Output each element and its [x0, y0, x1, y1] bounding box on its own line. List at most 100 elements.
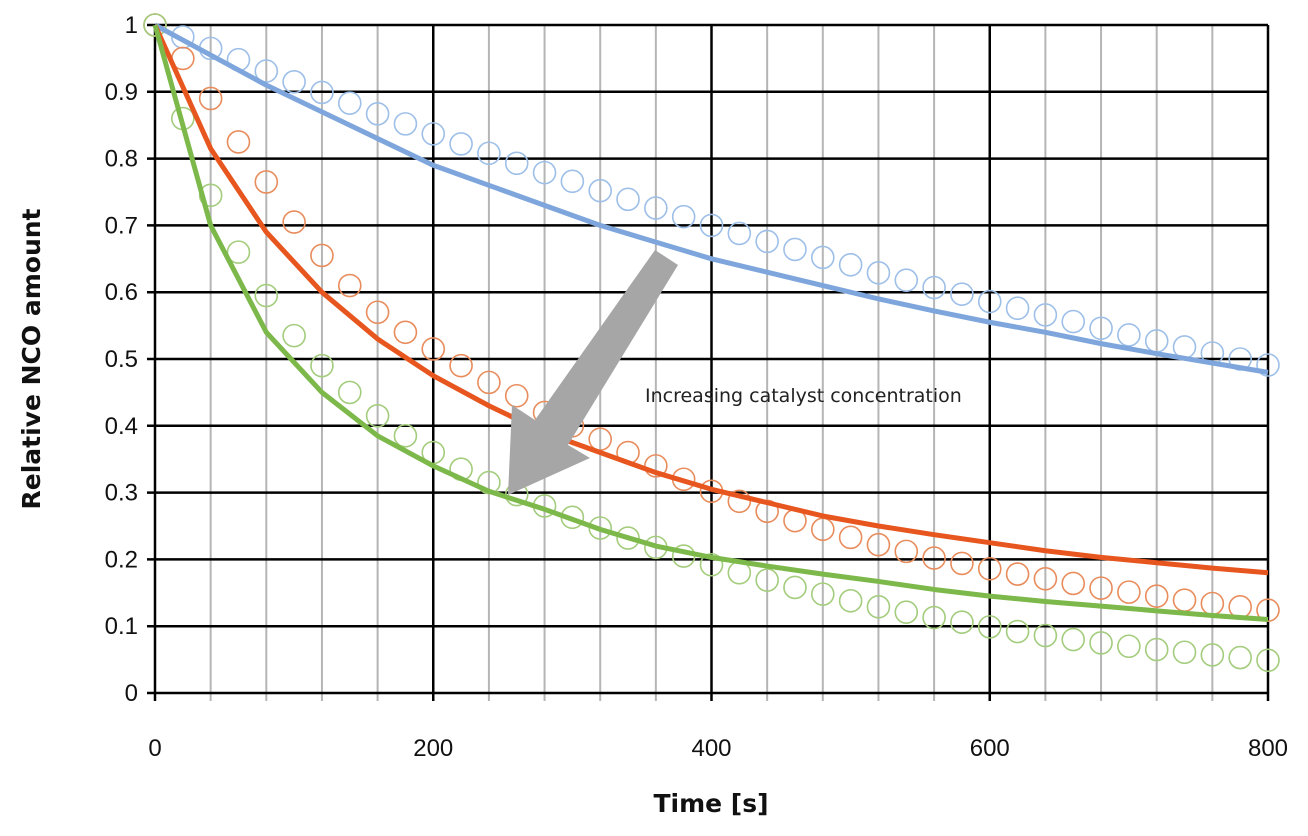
data-point: [810, 582, 835, 606]
data-point: [1256, 598, 1280, 622]
y-tick-label: 0.4: [105, 413, 138, 440]
data-point: [1228, 645, 1252, 670]
data-point: [699, 552, 724, 577]
data-point: [421, 337, 446, 361]
data-point: [894, 539, 919, 564]
data-point: [866, 261, 891, 285]
data-point: [1061, 627, 1086, 652]
data-point: [226, 240, 251, 264]
x-tick-label: 600: [970, 735, 1010, 762]
y-tick-label: 0: [125, 680, 138, 707]
data-point: [866, 595, 891, 619]
data-point: [337, 91, 362, 115]
x-tick-label: 0: [148, 735, 161, 762]
data-point: [644, 196, 668, 220]
data-point: [282, 69, 306, 94]
data-point: [894, 268, 919, 292]
x-axis-title: Time [s]: [653, 789, 768, 818]
data-point: [449, 353, 473, 378]
data-point: [282, 323, 306, 348]
data-point: [922, 275, 946, 300]
y-tick-label: 0.3: [105, 480, 138, 507]
data-point: [393, 112, 418, 136]
data-point: [365, 102, 390, 126]
data-point: [616, 526, 640, 550]
data-point: [1172, 640, 1197, 665]
data-point: [504, 151, 529, 176]
data-point: [282, 210, 306, 234]
x-tick-label: 400: [691, 735, 731, 762]
arrow-icon: [508, 250, 678, 495]
data-point: [310, 243, 334, 268]
data-point: [1033, 623, 1058, 648]
data-point: [894, 600, 919, 624]
y-tick-label: 0.8: [105, 146, 138, 173]
data-point: [755, 229, 779, 254]
data-point: [838, 525, 863, 550]
data-point: [1061, 309, 1086, 334]
y-axis-title: Relative NCO amount: [17, 208, 46, 509]
data-point: [755, 568, 779, 592]
y-tick-label: 0.5: [105, 346, 138, 373]
x-tick-labels: 0 200 400 600 800: [148, 735, 1288, 762]
data-point: [337, 380, 362, 405]
data-point: [783, 237, 807, 262]
data-point: [254, 170, 279, 194]
y-tick-label: 0.6: [105, 279, 138, 306]
y-tick-label: 0.9: [105, 79, 138, 106]
data-point: [977, 615, 1002, 639]
data-point: [254, 283, 279, 308]
data-point: [1172, 588, 1197, 612]
x-tick-label: 200: [413, 735, 453, 762]
data-point: [1117, 323, 1141, 347]
annotation-label: Increasing catalyst concentration: [645, 385, 962, 407]
data-point: [950, 551, 974, 576]
data-point: [1117, 580, 1141, 604]
data-point: [143, 13, 167, 37]
data-point: [1005, 296, 1030, 321]
data-point: [477, 141, 501, 166]
data-point: [950, 610, 974, 634]
data-point: [226, 130, 251, 154]
data-point: [1089, 316, 1113, 341]
data-point: [699, 213, 724, 238]
data-point: [1089, 631, 1113, 655]
data-point: [421, 122, 446, 146]
data-point: [365, 403, 390, 428]
data-point: [560, 169, 585, 194]
y-tick-label: 0.1: [105, 613, 138, 640]
data-point: [922, 605, 946, 630]
data-point: [1256, 648, 1280, 673]
data-point: [1144, 584, 1169, 608]
data-point: [1033, 566, 1058, 591]
data-point: [671, 204, 696, 229]
data-point: [532, 160, 557, 185]
data-point: [977, 289, 1002, 314]
data-point: [838, 589, 863, 613]
data-point: [393, 424, 418, 448]
line-series: [152, 22, 1269, 623]
data-point: [922, 546, 946, 570]
data-point: [310, 353, 334, 378]
data-point: [727, 221, 752, 246]
y-tick-label: 1: [125, 12, 138, 39]
data-point: [727, 489, 752, 514]
grid: [147, 23, 1270, 701]
data-point: [365, 300, 390, 325]
data-point: [1005, 619, 1030, 644]
data-point: [1061, 571, 1086, 596]
data-point: [950, 282, 974, 307]
data-point: [783, 575, 807, 600]
x-tick-label: 800: [1248, 735, 1288, 762]
data-point: [588, 178, 613, 203]
data-point: [810, 245, 835, 270]
data-point: [254, 59, 279, 83]
data-point: [393, 320, 418, 345]
catalyst-arrow: [508, 250, 678, 495]
data-point: [644, 454, 668, 478]
data-point: [1256, 353, 1280, 377]
y-tick-labels: 0 0.1 0.2 0.3 0.4 0.5 0.6 0.7 0.8 0.9 1: [105, 12, 138, 707]
data-point: [198, 183, 223, 208]
y-tick-label: 0.2: [105, 546, 138, 573]
